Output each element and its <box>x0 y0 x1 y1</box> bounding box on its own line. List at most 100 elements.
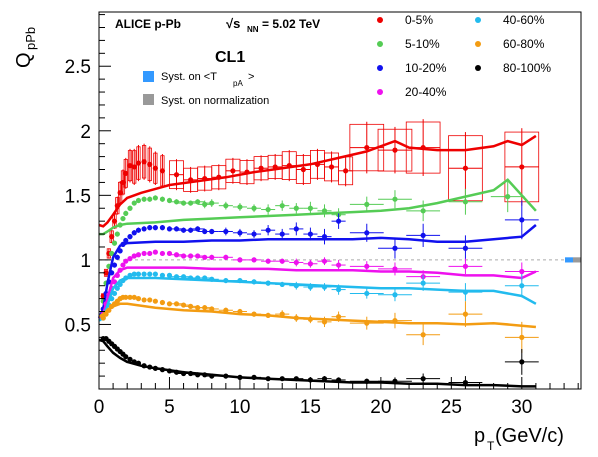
marker <box>141 250 147 257</box>
marker <box>251 374 257 380</box>
marker <box>173 226 180 232</box>
data-point <box>317 257 332 266</box>
marker <box>195 253 201 259</box>
data-point <box>261 312 276 319</box>
legend-label: 60-80% <box>503 37 545 51</box>
marker <box>265 258 271 264</box>
marker <box>173 369 180 375</box>
y-tick-label: 2 <box>80 122 91 143</box>
marker <box>123 170 129 176</box>
marker <box>519 268 525 275</box>
marker <box>166 368 173 374</box>
marker <box>420 376 426 382</box>
data-point <box>378 288 412 302</box>
data-point <box>123 157 129 189</box>
marker <box>223 373 229 379</box>
marker <box>114 254 120 260</box>
data-point <box>152 225 158 231</box>
marker <box>123 258 129 264</box>
marker <box>141 297 147 303</box>
marker <box>195 226 201 232</box>
data-point <box>303 283 318 291</box>
marker <box>272 164 278 170</box>
data-point <box>127 356 133 362</box>
data-point <box>289 203 304 214</box>
data-point <box>331 259 346 271</box>
marker <box>293 315 299 321</box>
data-point <box>204 306 219 312</box>
marker <box>343 168 349 174</box>
marker <box>251 231 257 237</box>
marker <box>188 177 194 183</box>
data-point <box>406 223 441 247</box>
x-tick-label: 20 <box>370 397 391 418</box>
marker <box>279 231 285 237</box>
plot-frame <box>98 11 582 390</box>
data-point <box>349 316 384 330</box>
model-label: CL1 <box>215 49 245 66</box>
marker <box>209 254 215 260</box>
data-point <box>152 271 158 277</box>
legend-marker <box>377 17 383 23</box>
data-point <box>289 314 304 322</box>
marker <box>173 252 180 258</box>
data-point <box>303 227 318 241</box>
marker <box>173 172 180 178</box>
data-point <box>159 250 166 257</box>
marker <box>147 161 153 167</box>
marker <box>166 272 173 278</box>
legend-entry: 20-40% <box>377 85 447 99</box>
data-point <box>135 197 142 204</box>
data-point <box>204 276 219 282</box>
data-point <box>106 279 112 285</box>
data-point <box>111 240 118 246</box>
marker <box>127 163 133 169</box>
marker <box>159 168 166 174</box>
data-point <box>317 228 332 245</box>
marker <box>103 270 109 276</box>
marker <box>279 281 285 288</box>
marker <box>135 296 142 302</box>
marker <box>307 316 314 322</box>
data-point <box>123 354 129 360</box>
y-tick-label: 1.5 <box>65 186 91 207</box>
marker <box>180 274 187 280</box>
marker <box>364 230 370 236</box>
data-point <box>331 311 346 322</box>
marker <box>279 258 285 264</box>
marker <box>127 255 133 262</box>
data-point <box>114 196 120 215</box>
marker <box>127 272 133 278</box>
marker <box>364 290 370 297</box>
data-point <box>289 376 304 382</box>
plot-area <box>97 119 581 389</box>
data-point <box>289 258 304 267</box>
data-point <box>117 281 123 288</box>
data-point <box>127 272 133 278</box>
marker <box>152 249 158 255</box>
marker <box>265 376 271 382</box>
marker <box>159 250 166 257</box>
marker <box>230 168 236 174</box>
series-5-10% <box>99 178 537 304</box>
data-point <box>127 255 133 262</box>
x-tick-label: 25 <box>441 397 462 418</box>
marker <box>159 272 166 278</box>
marker <box>106 279 112 285</box>
marker <box>123 237 129 244</box>
marker <box>202 201 208 207</box>
marker <box>237 308 243 315</box>
marker <box>131 294 137 300</box>
data-point <box>120 215 126 222</box>
legend-label: 5-10% <box>405 37 440 51</box>
data-point <box>204 228 219 235</box>
x-axis-subscript: T <box>487 439 495 452</box>
data-point <box>135 252 142 258</box>
data-point <box>159 367 166 373</box>
data-point <box>275 376 290 382</box>
data-point <box>378 190 412 209</box>
marker <box>462 263 469 269</box>
data-point <box>166 368 173 374</box>
marker <box>237 204 243 210</box>
legend-entry: 80-100% <box>475 61 551 75</box>
